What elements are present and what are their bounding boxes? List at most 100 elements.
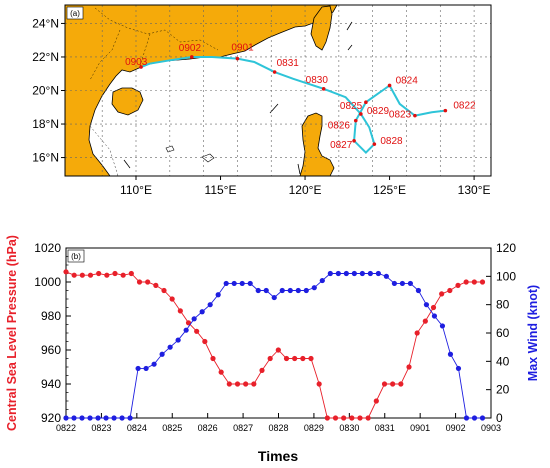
wind-point <box>231 280 237 287</box>
wind-point <box>287 287 293 294</box>
pressure-point <box>349 415 355 421</box>
track-date-dot <box>235 56 240 61</box>
wind-tick-label: 60 <box>496 326 510 340</box>
pressure-point <box>398 381 404 387</box>
pressure-point <box>267 355 273 362</box>
track-date-dot <box>413 113 417 118</box>
pressure-tick-label: 920 <box>41 411 61 425</box>
track-date-dot <box>321 87 326 91</box>
pressure-point <box>283 355 290 362</box>
wind-point <box>471 415 478 421</box>
latitude-ticks: 24°N 22°N 20°N 18°N 16°N <box>32 16 65 165</box>
wind-point <box>135 365 141 372</box>
wind-point <box>207 302 213 308</box>
pressure-point <box>136 279 143 285</box>
pressure-point <box>406 364 412 370</box>
wind-point <box>479 415 486 421</box>
lat-tick-label: 20°N <box>32 84 59 98</box>
wind-point <box>63 415 69 421</box>
wind-point <box>463 415 470 421</box>
wind-series <box>63 270 486 421</box>
pressure-tick-label: 980 <box>41 309 61 323</box>
pressure-point <box>145 279 151 285</box>
panel-a-label-box <box>66 6 84 20</box>
wind-point <box>247 280 253 287</box>
wind-point <box>255 287 261 294</box>
wind-point <box>407 280 414 287</box>
pressure-point <box>226 381 232 387</box>
wind-point <box>239 280 245 287</box>
pressure-point <box>210 355 216 362</box>
track-date-label: 0829 <box>367 106 390 117</box>
track-line <box>140 55 446 154</box>
wind-point <box>263 287 269 294</box>
pressure-axis-label: Central Sea Level Pressure (hPa) <box>5 235 19 431</box>
track-date-label: 0831 <box>277 58 300 69</box>
wind-point <box>391 280 397 287</box>
wind-axis-label: Max Wind (knot) <box>526 285 540 381</box>
pressure-tick-label: 1000 <box>34 275 61 289</box>
pressure-point <box>259 367 265 373</box>
wind-point <box>175 337 181 343</box>
pressure-point <box>357 415 363 421</box>
time-tick-label: 0822 <box>56 423 76 433</box>
pressure-point <box>120 272 126 278</box>
wind-point <box>423 302 430 308</box>
wind-point <box>159 351 165 357</box>
pressure-point <box>96 270 102 277</box>
wind-point <box>191 316 197 322</box>
wind-point <box>279 287 285 294</box>
wind-point <box>127 415 133 421</box>
track-date-dot <box>353 118 358 123</box>
pressure-point <box>439 291 445 297</box>
wind-tick-label: 80 <box>496 298 510 312</box>
wind-point <box>399 280 406 287</box>
panel-a-label: (a) <box>70 9 80 18</box>
pressure-point <box>79 272 85 278</box>
pressure-point <box>390 381 396 387</box>
pressure-point <box>275 347 281 353</box>
time-tick-label: 0829 <box>304 423 324 433</box>
wind-axis-ticks: 0 20 40 60 80 100 120 <box>486 241 516 425</box>
track-date-dot <box>372 142 377 146</box>
track-date-label: 0902 <box>179 43 202 54</box>
pressure-point <box>463 279 469 285</box>
wind-point <box>271 294 277 301</box>
lon-tick-label: 115°E <box>205 183 237 197</box>
wind-point <box>151 361 157 367</box>
track-date-label: 0901 <box>231 43 254 54</box>
wind-point <box>415 287 422 294</box>
pressure-point <box>292 355 298 362</box>
series-layer <box>63 269 486 421</box>
track-date-dot <box>189 55 194 59</box>
time-tick-label: 0903 <box>481 423 501 433</box>
track-date-dot <box>139 65 143 69</box>
pressure-point <box>316 381 322 387</box>
pressure-point <box>332 415 339 421</box>
pressure-point <box>161 287 167 294</box>
time-tick-label: 0902 <box>446 423 466 433</box>
pressure-line <box>65 271 483 419</box>
pressure-point <box>177 308 183 314</box>
pressure-point <box>218 369 224 375</box>
wind-point <box>375 270 381 277</box>
pressure-axis-ticks: 920 940 960 980 1000 1020 <box>34 241 71 425</box>
pressure-tick-label: 940 <box>41 377 61 391</box>
track-date-dot <box>359 112 363 116</box>
pressure-series <box>63 269 486 421</box>
wind-point <box>367 270 373 277</box>
pressure-point <box>414 330 420 336</box>
wind-point <box>95 415 101 421</box>
track-date-label: 0822 <box>453 101 476 112</box>
time-axis-label: Times <box>258 448 298 464</box>
wind-point <box>71 415 77 421</box>
lon-tick-label: 130°E <box>458 183 491 197</box>
lon-tick-label: 110°E <box>120 183 152 197</box>
track-date-label: 0823 <box>389 110 412 121</box>
lat-tick-label: 18°N <box>32 117 59 131</box>
wind-point <box>119 415 125 421</box>
longitude-ticks: 110°E 115°E 120°E 125°E 130°E <box>120 176 491 197</box>
wind-point <box>431 313 438 319</box>
track-date-label: 0827 <box>330 140 353 151</box>
